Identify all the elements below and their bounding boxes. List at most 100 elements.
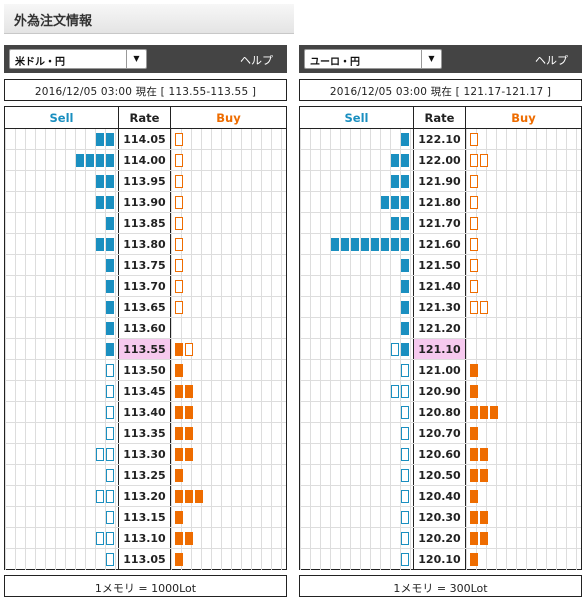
table-row: 120.20 <box>300 528 581 549</box>
sell-bar <box>381 237 389 251</box>
rate-cell: 113.25 <box>119 465 171 485</box>
sell-partial-bar <box>401 405 409 419</box>
currency-pair-select[interactable]: 米ドル・円 ▼ <box>9 49 147 69</box>
order-book-table: Sell Rate Buy 114.05 114.00 113.95 113.90 11… <box>4 106 287 570</box>
buy-partial-bar <box>175 279 183 293</box>
sell-cell <box>300 192 414 212</box>
rate-cell: 120.80 <box>414 402 466 422</box>
sell-cell <box>300 402 414 422</box>
buy-partial-bar <box>480 153 488 167</box>
table-row: 113.05 <box>5 549 286 570</box>
sell-partial-bar <box>401 489 409 503</box>
buy-cell <box>171 444 286 464</box>
sell-partial-bar <box>96 447 104 461</box>
sell-bar <box>106 132 114 146</box>
rate-cell: 122.00 <box>414 150 466 170</box>
sell-partial-bar <box>96 531 104 545</box>
rate-cell: 113.35 <box>119 423 171 443</box>
rate-cell: 121.80 <box>414 192 466 212</box>
scale-note: 1メモリ = 1000Lot <box>4 575 287 597</box>
buy-bar <box>480 531 488 545</box>
rate-cell: 121.70 <box>414 213 466 233</box>
buy-partial-bar <box>175 258 183 272</box>
buy-partial-bar <box>470 279 478 293</box>
sell-cell <box>300 381 414 401</box>
sell-partial-bar <box>401 531 409 545</box>
rate-header: Rate <box>414 107 466 128</box>
sell-cell <box>300 465 414 485</box>
table-row: 120.80 <box>300 402 581 423</box>
currency-pair-label: 米ドル・円 <box>15 57 65 68</box>
buy-cell <box>171 129 286 149</box>
buy-partial-bar <box>470 237 478 251</box>
rate-cell: 120.30 <box>414 507 466 527</box>
chevron-down-icon[interactable]: ▼ <box>126 50 146 68</box>
buy-cell <box>171 423 286 443</box>
sell-bar <box>106 300 114 314</box>
table-row: 113.60 <box>5 318 286 339</box>
sell-cell <box>300 528 414 548</box>
sell-cell <box>300 423 414 443</box>
rate-cell: 113.30 <box>119 444 171 464</box>
buy-cell <box>171 381 286 401</box>
buy-bar <box>480 468 488 482</box>
sell-header: Sell <box>300 107 414 128</box>
help-link[interactable]: ヘルプ <box>240 54 273 67</box>
buy-cell <box>466 486 581 506</box>
sell-bar <box>106 174 114 188</box>
table-row: 121.20 <box>300 318 581 339</box>
sell-partial-bar <box>401 426 409 440</box>
buy-bar <box>490 405 498 419</box>
buy-cell <box>466 234 581 254</box>
buy-partial-bar <box>185 342 193 356</box>
sell-cell <box>300 486 414 506</box>
buy-cell <box>466 297 581 317</box>
sell-cell <box>5 297 119 317</box>
buy-cell <box>466 255 581 275</box>
sell-partial-bar <box>106 531 114 545</box>
currency-pair-select[interactable]: ユーロ・円 ▼ <box>304 49 442 69</box>
table-row: 120.30 <box>300 507 581 528</box>
help-link[interactable]: ヘルプ <box>535 54 568 67</box>
table-row: 113.20 <box>5 486 286 507</box>
sell-bar <box>401 237 409 251</box>
sell-bar <box>401 132 409 146</box>
sell-cell <box>300 171 414 191</box>
current-rate-cell: 113.55 <box>119 339 171 359</box>
buy-bar <box>185 426 193 440</box>
sell-bar <box>106 237 114 251</box>
rate-cell: 121.50 <box>414 255 466 275</box>
buy-partial-bar <box>470 195 478 209</box>
buy-bar <box>470 468 478 482</box>
buy-bar <box>185 531 193 545</box>
sell-cell <box>5 192 119 212</box>
buy-cell <box>171 234 286 254</box>
sell-bar <box>401 321 409 335</box>
buy-partial-bar <box>175 174 183 188</box>
table-row: 120.70 <box>300 423 581 444</box>
sell-cell <box>5 360 119 380</box>
buy-bar <box>195 489 203 503</box>
table-row: 121.90 <box>300 171 581 192</box>
sell-bar <box>106 321 114 335</box>
buy-partial-bar <box>470 174 478 188</box>
rate-cell: 120.60 <box>414 444 466 464</box>
table-row: 113.55 <box>5 339 286 360</box>
sell-bar <box>391 153 399 167</box>
table-body: 114.05 114.00 113.95 113.90 113.85 113.80 113.… <box>5 129 286 570</box>
chevron-down-icon[interactable]: ▼ <box>421 50 441 68</box>
sell-partial-bar <box>106 553 114 566</box>
rate-cell: 120.50 <box>414 465 466 485</box>
rate-info: 2016/12/05 03:00 現在 [ 113.55-113.55 ] <box>4 79 287 101</box>
buy-cell <box>466 150 581 170</box>
buy-cell <box>466 444 581 464</box>
buy-bar <box>175 553 183 566</box>
buy-cell <box>466 360 581 380</box>
buy-cell <box>171 318 286 338</box>
buy-bar <box>470 553 478 566</box>
rate-cell: 114.00 <box>119 150 171 170</box>
rate-cell: 121.00 <box>414 360 466 380</box>
sell-cell <box>5 507 119 527</box>
rate-cell: 120.90 <box>414 381 466 401</box>
currency-pair-label: ユーロ・円 <box>310 57 360 68</box>
